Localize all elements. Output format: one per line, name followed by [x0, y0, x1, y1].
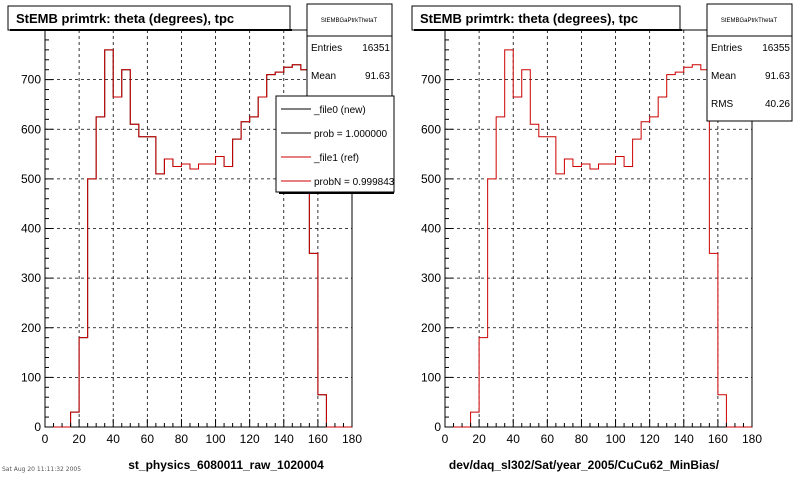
x-tick-label: 100	[206, 432, 226, 446]
stats-entries-value: 16351	[362, 43, 390, 54]
y-tick-label: 200	[21, 321, 41, 335]
y-tick-label: 100	[21, 370, 41, 384]
stats-entries-value: 16355	[762, 43, 790, 54]
y-tick-label: 200	[421, 321, 441, 335]
y-tick-label: 0	[34, 420, 41, 434]
footer-timestamp: Sat Aug 20 11:11:32 2005	[2, 466, 82, 473]
legend-entry-label: prob = 1.000000	[314, 129, 388, 140]
x-tick-label: 60	[541, 432, 555, 446]
x-tick-label: 20	[72, 432, 86, 446]
y-tick-label: 700	[421, 73, 441, 87]
y-tick-label: 300	[421, 271, 441, 285]
x-tick-label: 40	[507, 432, 521, 446]
x-tick-label: 0	[442, 432, 449, 446]
y-axis-ticks: 0 100 200 300 400 500 600 700	[421, 39, 453, 434]
legend-entry: _file0 (new)	[281, 105, 366, 116]
title-shadow	[414, 29, 682, 31]
x-axis-label: st_physics_6080011_raw_1020004	[128, 458, 324, 472]
stats-entries-label: Entries	[311, 43, 342, 54]
y-tick-label: 400	[21, 222, 41, 236]
x-tick-label: 80	[575, 432, 589, 446]
y-tick-label: 600	[421, 122, 441, 136]
y-tick-label: 600	[21, 122, 41, 136]
y-tick-label: 400	[421, 222, 441, 236]
stats-rms-label: RMS	[711, 99, 734, 110]
stats-title: StEMBGaPtrkThetaT	[721, 18, 778, 24]
legend-entry: _file1 (ref)	[281, 153, 359, 164]
stats-mean-label: Mean	[711, 71, 736, 82]
x-tick-label: 160	[308, 432, 328, 446]
x-axis-label: dev/daq_sl302/Sat/year_2005/CuCu62_MinBi…	[449, 458, 720, 472]
y-tick-label: 700	[21, 73, 41, 87]
y-axis-ticks: 0 100 200 300 400 500 600 700	[21, 39, 53, 434]
x-tick-label: 0	[42, 432, 49, 446]
histogram-line-series-0	[445, 49, 752, 428]
x-tick-label: 120	[640, 432, 660, 446]
legend-entry: prob = 1.000000	[281, 129, 388, 140]
stats-mean-value: 91.63	[765, 71, 790, 82]
x-tick-label: 60	[141, 432, 155, 446]
stats-box	[706, 3, 793, 122]
x-tick-label: 180	[742, 432, 762, 446]
y-tick-label: 0	[434, 420, 441, 434]
x-tick-label: 100	[606, 432, 626, 446]
plot-title: StEMB primtrk: theta (degrees), tpc	[16, 11, 234, 26]
y-tick-label: 500	[421, 172, 441, 186]
plot-title-box	[7, 5, 291, 31]
histogram-series	[445, 49, 752, 428]
stats-rms-value: 40.26	[765, 99, 790, 110]
panel-left: 0 20 40 60 80 100 120 140 160 180 0 100 200 300 400 50…	[7, 3, 395, 472]
legend-entry-label: _file1 (ref)	[313, 153, 359, 164]
title-shadow	[10, 29, 292, 31]
legend-entry: probN = 0.999843	[281, 177, 395, 188]
x-tick-label: 80	[175, 432, 189, 446]
y-tick-label: 100	[421, 370, 441, 384]
stats-title: StEMBGaPtrkThetaT	[321, 18, 378, 24]
x-tick-label: 140	[274, 432, 294, 446]
plot-title: StEMB primtrk: theta (degrees), tpc	[420, 11, 638, 26]
panel-right: 0 20 40 60 80 100 120 140 160 180 0 100 200 300 400 50…	[411, 3, 793, 472]
histogram-line-series-1	[45, 49, 352, 428]
stats-mean-label: Mean	[311, 71, 336, 82]
x-tick-label: 140	[674, 432, 694, 446]
legend-entry-label: _file0 (new)	[313, 105, 366, 116]
x-tick-label: 20	[472, 432, 486, 446]
histogram-series	[45, 49, 352, 428]
legend-entry-label: probN = 0.999843	[314, 177, 395, 188]
x-axis-ticks: 0 20 40 60 80 100 120 140 160 180	[42, 419, 362, 446]
x-tick-label: 180	[342, 432, 362, 446]
stats-mean-value: 91.63	[365, 71, 390, 82]
stats-entries-label: Entries	[711, 43, 742, 54]
x-tick-label: 40	[107, 432, 121, 446]
y-tick-label: 500	[21, 172, 41, 186]
x-tick-label: 120	[240, 432, 260, 446]
x-axis-ticks: 0 20 40 60 80 100 120 140 160 180	[442, 419, 762, 446]
legend-box	[275, 95, 395, 193]
y-tick-label: 300	[21, 271, 41, 285]
plot-title-box	[411, 5, 681, 31]
x-tick-label: 160	[708, 432, 728, 446]
